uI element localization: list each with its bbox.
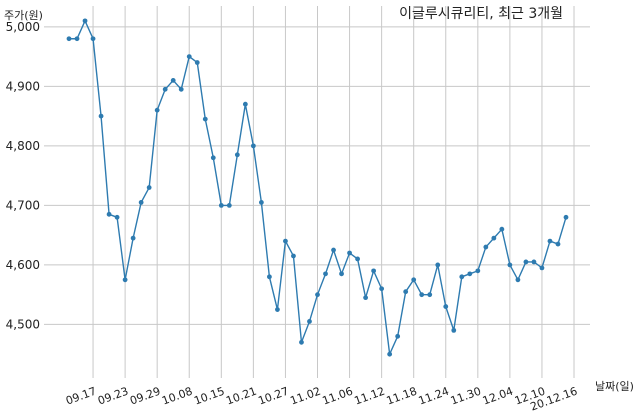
data-point	[515, 277, 521, 283]
data-point	[90, 36, 96, 42]
data-point	[379, 286, 385, 292]
x-tick-label: 10.27	[256, 385, 290, 408]
x-tick-label: 11.02	[288, 385, 322, 408]
data-point	[178, 86, 184, 92]
data-point	[403, 289, 409, 295]
x-tick-label: 10.21	[224, 385, 258, 408]
x-axis-label: 날짜(일)	[595, 379, 634, 393]
data-point	[299, 339, 304, 345]
data-point	[443, 304, 449, 309]
y-tick-label: 5,000	[6, 20, 40, 34]
y-tick-label: 4,600	[6, 258, 40, 272]
axes: 4,500 4,600 4,700 4,800 4,900 5,000 09.1709.23…	[6, 20, 579, 414]
y-tick-label: 4,700	[6, 198, 40, 212]
x-tick-label: 10.15	[192, 385, 226, 408]
data-point	[130, 235, 136, 241]
data-point	[451, 327, 457, 333]
grid	[44, 6, 590, 378]
data-point	[339, 271, 344, 277]
data-point	[162, 86, 168, 92]
x-tick-label: 12.04	[481, 385, 515, 408]
data-point	[563, 214, 569, 220]
data-point	[387, 351, 393, 357]
data-point	[291, 253, 296, 259]
data-point	[146, 185, 152, 190]
data-point	[106, 211, 112, 217]
data-point	[122, 277, 128, 283]
data-point	[275, 307, 280, 312]
y-tick-label: 4,900	[6, 79, 40, 93]
data-point	[74, 36, 80, 42]
data-point	[459, 274, 465, 280]
data-point	[419, 292, 425, 298]
data-point	[523, 259, 529, 265]
x-tick-label: 09.17	[64, 385, 98, 408]
data-point	[395, 333, 401, 339]
data-point	[315, 292, 320, 298]
data-point	[555, 241, 561, 247]
data-point	[82, 18, 88, 24]
x-tick-label: 11.12	[353, 385, 387, 408]
data-point	[170, 78, 176, 83]
data-point	[411, 277, 417, 283]
data-point	[467, 271, 473, 277]
y-axis-label: 주가(원)	[4, 9, 43, 22]
data-point	[242, 101, 248, 107]
data-point	[218, 202, 224, 208]
data-point	[475, 268, 481, 274]
data-point	[363, 295, 368, 301]
data-point	[331, 247, 336, 253]
data-point	[371, 268, 377, 274]
data-point	[226, 202, 232, 208]
data-point	[267, 274, 272, 280]
data-point	[66, 36, 72, 42]
data-point	[491, 235, 497, 241]
data-point	[202, 116, 208, 122]
data-point	[355, 256, 360, 262]
x-tick-label: 09.29	[128, 385, 162, 408]
data-point	[283, 238, 288, 244]
data-point	[234, 152, 240, 158]
data-point	[435, 262, 441, 268]
series	[66, 18, 569, 357]
chart-title: 이글루시큐리티, 최근 3개월	[399, 6, 563, 22]
data-point	[323, 271, 328, 277]
data-point	[258, 200, 264, 205]
data-point	[138, 200, 144, 205]
x-tick-label: 11.06	[321, 385, 355, 408]
y-tick-label: 4,800	[6, 139, 40, 153]
data-point	[539, 265, 545, 271]
y-tick-label: 4,500	[6, 317, 40, 331]
data-point	[194, 60, 200, 65]
data-point	[186, 54, 192, 59]
data-point	[307, 319, 312, 324]
x-tick-label: 11.24	[417, 385, 451, 408]
data-point	[347, 250, 352, 256]
x-tick-label: 11.30	[449, 385, 483, 408]
data-point	[499, 226, 505, 232]
data-point	[531, 259, 537, 265]
data-point	[114, 214, 120, 220]
data-point	[507, 262, 513, 268]
data-point	[250, 143, 256, 149]
data-point	[427, 292, 433, 298]
data-point	[547, 238, 553, 244]
x-tick-label: 10.08	[160, 385, 194, 408]
data-point	[98, 113, 104, 119]
x-tick-label: 11.18	[385, 385, 419, 408]
data-point	[154, 107, 160, 113]
x-tick-label: 09.23	[96, 385, 130, 408]
data-point	[210, 155, 216, 161]
data-point	[483, 244, 489, 250]
